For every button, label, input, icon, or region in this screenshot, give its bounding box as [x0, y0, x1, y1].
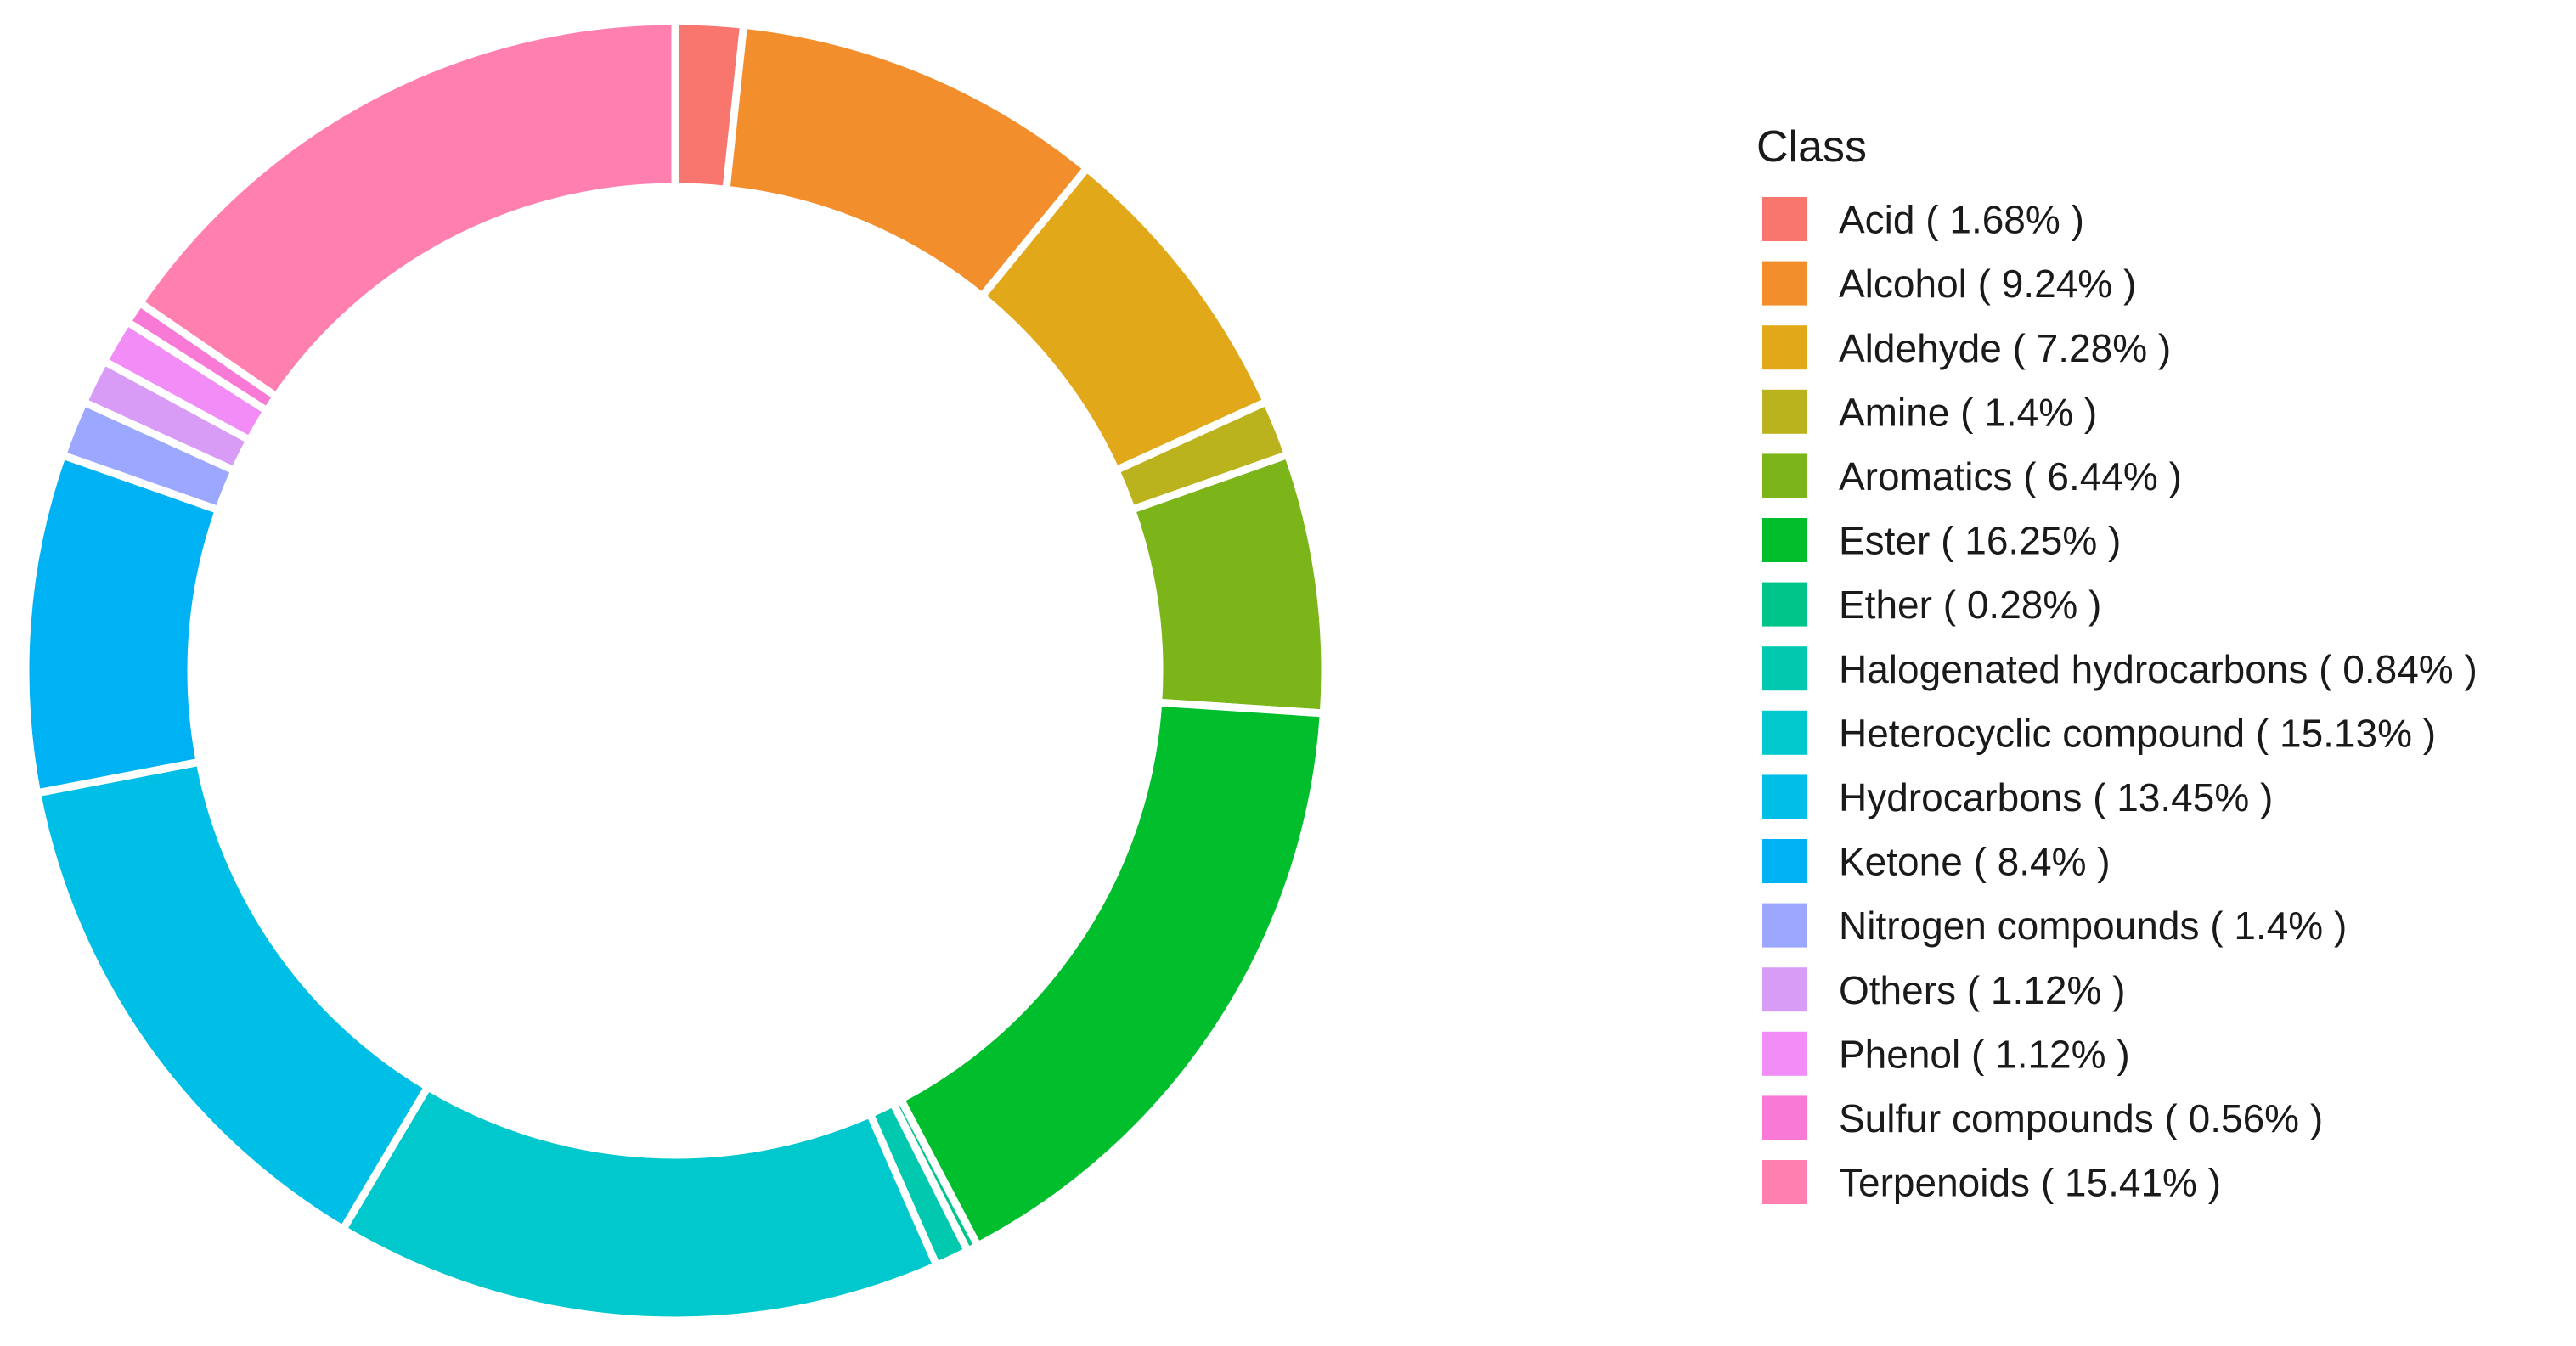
legend-label: Ester ( 16.25% )	[1839, 519, 2121, 563]
donut-slice-heterocyclic-compound	[337, 1081, 942, 1325]
legend-label: Aromatics ( 6.44% )	[1839, 454, 2182, 498]
legend-label: Ketone ( 8.4% )	[1839, 840, 2111, 884]
legend-key-nitrogen-compounds	[1762, 903, 1807, 948]
legend-label: Nitrogen compounds ( 1.4% )	[1839, 904, 2347, 948]
legend-key-alcohol	[1762, 261, 1807, 306]
legend-label: Heterocyclic compound ( 15.13% )	[1839, 711, 2436, 755]
legend-key-ketone	[1762, 839, 1807, 883]
legend-label: Hydrocarbons ( 13.45% )	[1839, 775, 2273, 819]
legend: Class Acid ( 1.68% ) Alcohol ( 9.24% ) Ald…	[1756, 122, 2477, 1205]
legend-title: Class	[1756, 122, 1867, 172]
legend-key-aromatics	[1762, 453, 1807, 498]
donut-slice-ester	[895, 698, 1328, 1252]
legend-key-others	[1762, 967, 1807, 1012]
legend-key-ether	[1762, 582, 1807, 627]
donut-slice-terpenoids	[134, 17, 679, 403]
legend-key-terpenoids	[1762, 1160, 1807, 1204]
donut-ring	[21, 17, 1329, 1325]
legend-label: Halogenated hydrocarbons ( 0.84% )	[1839, 647, 2477, 691]
legend-key-amine	[1762, 389, 1807, 434]
legend-label: Acid ( 1.68% )	[1839, 198, 2084, 242]
legend-key-aldehyde	[1762, 325, 1807, 370]
legend-key-heterocyclic-compound	[1762, 710, 1807, 755]
legend-label: Alcohol ( 9.24% )	[1839, 262, 2136, 306]
legend-label: Ether ( 0.28% )	[1839, 583, 2101, 627]
legend-key-acid	[1762, 197, 1807, 241]
legend-label: Phenol ( 1.12% )	[1839, 1032, 2130, 1076]
legend-label: Others ( 1.12% )	[1839, 968, 2125, 1012]
donut-slice-ketone	[21, 450, 224, 798]
donut-slice-hydrocarbons	[32, 757, 433, 1235]
legend-key-hydrocarbons	[1762, 774, 1807, 819]
legend-label: Terpenoids ( 15.41% )	[1839, 1161, 2221, 1205]
legend-label: Aldehyde ( 7.28% )	[1839, 326, 2171, 370]
legend-label: Sulfur compounds ( 0.56% )	[1839, 1096, 2323, 1140]
legend-key-sulfur-compounds	[1762, 1095, 1807, 1140]
legend-key-ester	[1762, 518, 1807, 562]
legend-label: Amine ( 1.4% )	[1839, 390, 2097, 434]
legend-key-halogenated-hydrocarbons	[1762, 646, 1807, 691]
legend-key-phenol	[1762, 1031, 1807, 1076]
